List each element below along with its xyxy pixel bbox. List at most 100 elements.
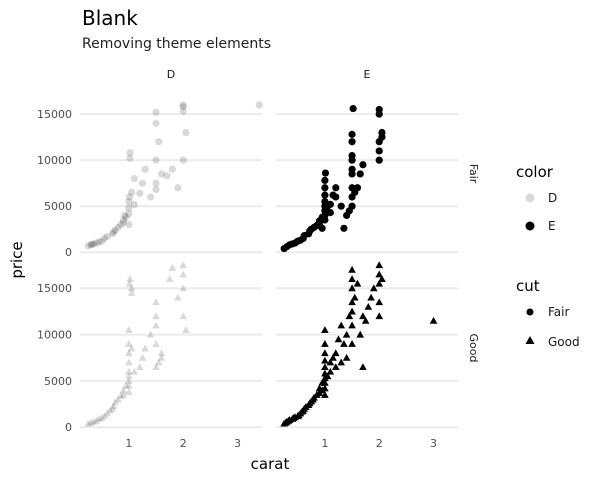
point-fair-d-46 bbox=[182, 128, 190, 137]
x-axis-title: carat bbox=[251, 455, 290, 473]
point-fair-d-22 bbox=[125, 193, 134, 201]
facet-strip-col-d: D bbox=[167, 68, 175, 81]
point-good-e-61 bbox=[364, 302, 373, 310]
point-good-d-50 bbox=[179, 261, 188, 269]
point-good-d-45 bbox=[168, 264, 177, 271]
point-good-e-46 bbox=[342, 353, 351, 361]
point-fair-e-57 bbox=[378, 128, 386, 137]
point-fair-e-44 bbox=[348, 138, 356, 146]
point-good-d-8 bbox=[106, 406, 114, 414]
point-fair-e-29 bbox=[326, 200, 334, 208]
point-fair-e-50 bbox=[359, 161, 367, 169]
point-good-e-63 bbox=[369, 284, 378, 292]
point-fair-e-32 bbox=[332, 184, 340, 192]
point-fair-d-42 bbox=[179, 107, 187, 115]
point-good-d-29 bbox=[127, 284, 136, 292]
facet-strips: D E Fair Good bbox=[167, 68, 480, 362]
y-tick-label-fair-10000: 10000 bbox=[37, 154, 72, 167]
point-good-d-10 bbox=[109, 402, 118, 409]
point-good-e-47 bbox=[345, 312, 354, 320]
point-good-d-7 bbox=[103, 409, 111, 417]
point-good-d-51 bbox=[182, 326, 190, 333]
x-tick-label-d-3: 3 bbox=[234, 437, 241, 450]
point-fair-d-10 bbox=[110, 228, 118, 236]
point-fair-d-37 bbox=[155, 138, 163, 146]
point-good-e-43 bbox=[337, 321, 345, 329]
point-good-d-5 bbox=[97, 414, 106, 421]
point-good-e-44 bbox=[340, 340, 348, 347]
point-good-d-22 bbox=[125, 358, 133, 366]
point-good-e-45 bbox=[342, 330, 351, 338]
x-tick-label-d-2: 2 bbox=[180, 437, 187, 450]
point-fair-d-38 bbox=[157, 170, 166, 178]
point-good-d-15 bbox=[119, 386, 128, 394]
point-fair-d-25 bbox=[128, 188, 136, 196]
point-good-d-2 bbox=[89, 417, 98, 425]
point-good-e-48 bbox=[348, 321, 356, 329]
y-tick-label-good-0: 0 bbox=[65, 421, 72, 434]
y-tick-label-good-10000: 10000 bbox=[37, 329, 72, 342]
point-good-d-47 bbox=[179, 312, 188, 320]
point-fair-d-27 bbox=[130, 174, 138, 183]
point-good-d-30 bbox=[127, 344, 136, 352]
point-fair-e-43 bbox=[348, 151, 356, 160]
point-fair-e-31 bbox=[332, 193, 340, 201]
point-fair-d-40 bbox=[168, 165, 176, 173]
point-good-d-4 bbox=[95, 415, 103, 422]
point-good-d-41 bbox=[154, 358, 163, 366]
point-good-d-18 bbox=[125, 381, 133, 389]
point-fair-d-9 bbox=[108, 230, 117, 238]
legend-cut: cut Fair Good bbox=[516, 277, 580, 349]
point-good-d-17 bbox=[125, 388, 133, 396]
point-good-e-38 bbox=[329, 353, 337, 361]
point-good-d-33 bbox=[138, 353, 147, 361]
y-tick-label-good-5000: 5000 bbox=[44, 375, 72, 388]
point-good-e-40 bbox=[331, 349, 340, 357]
point-good-e-39 bbox=[331, 363, 340, 371]
point-good-d-43 bbox=[157, 353, 166, 361]
legend-cut-title: cut bbox=[516, 277, 540, 295]
point-good-d-19 bbox=[125, 377, 133, 384]
y-tick-label-fair-5000: 5000 bbox=[44, 200, 72, 213]
point-fair-e-17 bbox=[318, 224, 326, 232]
point-good-e-50 bbox=[348, 298, 356, 306]
legend-color-label-e: E bbox=[548, 219, 556, 233]
point-fair-d-13 bbox=[117, 221, 125, 229]
x-tick-label-d-1: 1 bbox=[125, 437, 132, 450]
point-good-d-21 bbox=[125, 367, 133, 375]
point-fair-d-35 bbox=[152, 108, 160, 116]
point-fair-d-30 bbox=[141, 165, 149, 173]
x-tick-label-e-2: 2 bbox=[376, 437, 383, 450]
point-good-d-24 bbox=[125, 340, 133, 347]
point-fair-d-5 bbox=[95, 238, 103, 246]
point-good-e-26 bbox=[321, 384, 329, 392]
point-good-e-62 bbox=[367, 293, 375, 301]
point-good-e-69 bbox=[378, 275, 386, 283]
point-fair-d-47 bbox=[255, 101, 263, 109]
point-fair-e-45 bbox=[348, 130, 356, 138]
point-good-e-60 bbox=[361, 316, 370, 324]
point-fair-d-36 bbox=[152, 119, 160, 127]
point-fair-e-37 bbox=[348, 202, 356, 210]
point-fair-d-18 bbox=[125, 209, 133, 218]
point-fair-e-24 bbox=[321, 184, 329, 192]
point-fair-d-7 bbox=[100, 234, 109, 243]
point-fair-d-24 bbox=[126, 154, 134, 162]
chart-subtitle: Removing theme elements bbox=[82, 36, 271, 52]
point-fair-d-3 bbox=[89, 240, 98, 248]
point-fair-d-4 bbox=[92, 239, 100, 247]
point-good-d-6 bbox=[100, 412, 109, 420]
legend-cut-label-fair: Fair bbox=[548, 305, 569, 319]
point-good-d-49 bbox=[179, 270, 188, 278]
point-fair-d-28 bbox=[136, 189, 144, 197]
facet-strip-row-fair: Fair bbox=[467, 164, 480, 184]
point-fair-e-25 bbox=[321, 176, 329, 185]
point-good-d-13 bbox=[116, 391, 125, 399]
point-good-e-66 bbox=[375, 279, 384, 287]
point-good-e-34 bbox=[321, 326, 329, 333]
point-fair-d-43 bbox=[179, 101, 187, 109]
point-good-d-3 bbox=[92, 416, 101, 424]
point-fair-e-49 bbox=[356, 170, 364, 178]
point-fair-e-28 bbox=[326, 209, 334, 217]
